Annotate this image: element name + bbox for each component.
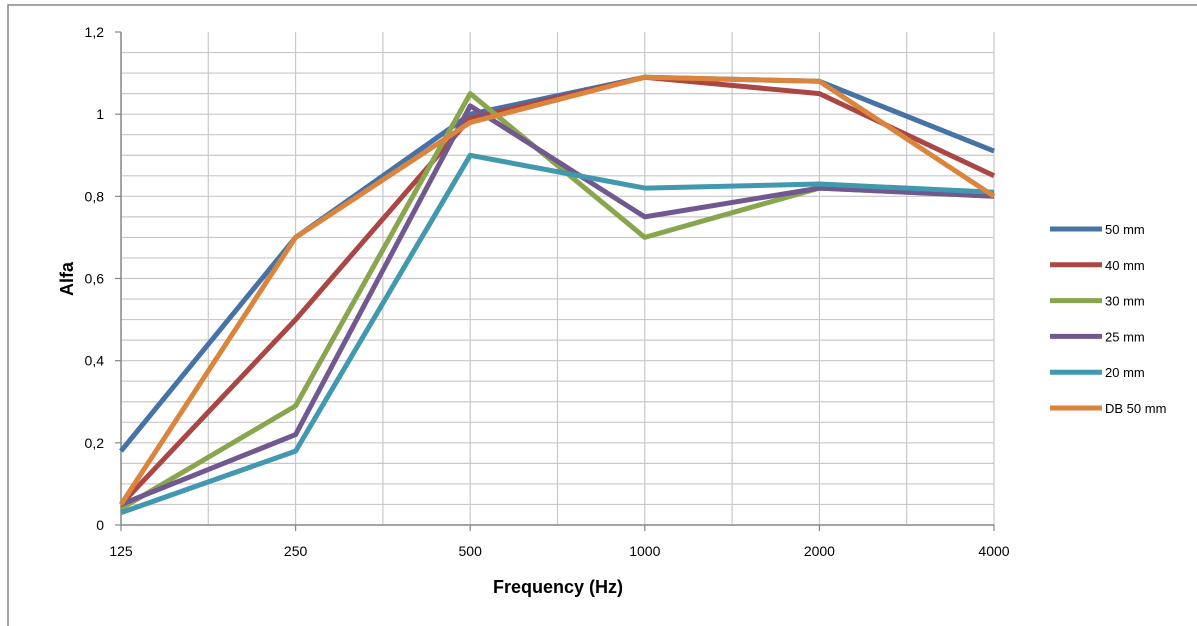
legend-label: 30 mm: [1105, 294, 1145, 309]
y-tick-label: 1: [96, 106, 104, 122]
legend-item: 30 mm: [1050, 294, 1145, 309]
y-tick-label: 0: [96, 517, 104, 533]
legend-label: 25 mm: [1105, 329, 1145, 344]
legend-label: 40 mm: [1105, 258, 1145, 273]
y-tick-label: 0,8: [85, 188, 105, 204]
legend-item: DB 50 mm: [1050, 401, 1166, 416]
y-tick-label: 0,4: [85, 353, 105, 369]
axes: [115, 31, 995, 531]
legend-label: 50 mm: [1105, 222, 1145, 237]
legend-label: DB 50 mm: [1105, 401, 1166, 416]
series-line-3: [120, 103, 995, 507]
legend: 50 mm 40 mm 30 mm 25 mm 20 mm DB 50 mm: [1050, 222, 1166, 416]
series-lines: [118, 74, 996, 516]
x-tick-label: 1000: [629, 543, 660, 559]
legend-label: 20 mm: [1105, 365, 1145, 380]
tick-labels: 0 0,2 0,4 0,6 0,8 1 1,2 125 250 500 1000 2000 4000: [85, 24, 1010, 559]
legend-item: 40 mm: [1050, 258, 1145, 273]
x-tick-label: 250: [284, 543, 308, 559]
series-line-4: [120, 152, 995, 516]
y-axis-title: Alfa: [57, 261, 77, 296]
legend-item: 50 mm: [1050, 222, 1145, 237]
x-axis-title: Frequency (Hz): [493, 577, 623, 597]
legend-item: 25 mm: [1050, 329, 1145, 344]
x-tick-label: 2000: [804, 543, 835, 559]
x-tick-label: 125: [109, 543, 133, 559]
x-tick-label: 4000: [978, 543, 1009, 559]
x-tick-label: 500: [459, 543, 483, 559]
y-tick-label: 0,2: [85, 435, 105, 451]
y-tick-label: 1,2: [85, 24, 105, 40]
series-line-5: [118, 74, 996, 506]
chart-border: [7, 4, 1197, 626]
y-tick-label: 0,6: [85, 271, 105, 287]
legend-item: 20 mm: [1050, 365, 1145, 380]
